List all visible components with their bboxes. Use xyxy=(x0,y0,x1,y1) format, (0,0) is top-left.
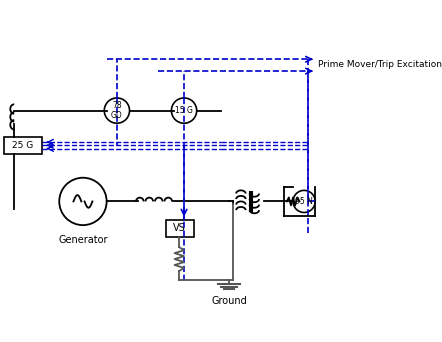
Text: VS: VS xyxy=(173,223,186,233)
Text: Prime Mover/Trip Excitation: Prime Mover/Trip Excitation xyxy=(318,60,442,69)
Text: Generator: Generator xyxy=(58,235,108,245)
Text: 25 G: 25 G xyxy=(12,141,34,150)
Text: Ground: Ground xyxy=(211,296,247,306)
Text: 78
GD: 78 GD xyxy=(111,101,123,120)
Text: 15 G: 15 G xyxy=(175,106,193,115)
Text: 95 N: 95 N xyxy=(295,197,313,206)
Bar xyxy=(166,220,194,237)
Bar xyxy=(4,137,42,154)
